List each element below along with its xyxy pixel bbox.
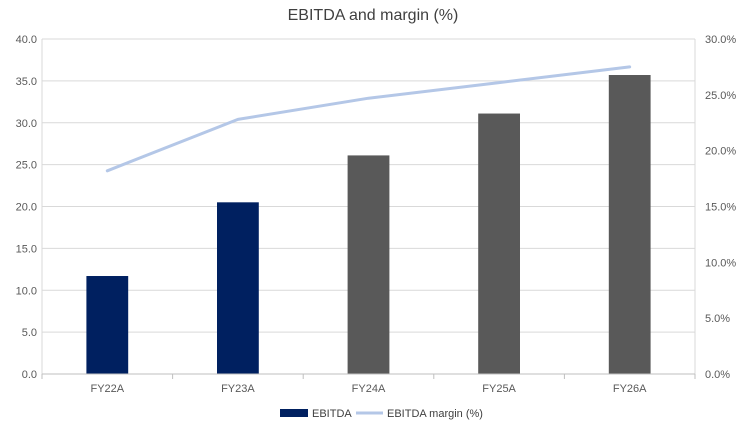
y-right-tick-label: 15.0% [705,202,736,214]
y-right-tick-label: 10.0% [705,257,736,269]
y-left-tick-label: 20.0 [16,202,37,214]
x-tick-label: FY23A [221,383,255,395]
x-tick-label: FY26A [613,383,647,395]
legend: EBITDA EBITDA margin (%) [280,408,483,420]
y-right-tick-label: 5.0% [705,313,730,325]
legend-label-margin: EBITDA margin (%) [387,408,483,420]
chart-title: EBITDA and margin (%) [288,7,459,24]
x-tick-label: FY24A [352,383,386,395]
bar-series [86,75,651,374]
legend-label-ebitda: EBITDA [312,408,352,420]
y-left-tick-label: 40.0 [16,34,37,46]
y-right-tick-label: 20.0% [705,146,736,158]
bar-fy23a [217,202,259,374]
y-left-tick-label: 10.0 [16,285,37,297]
margin-line [105,65,632,173]
bar-fy24a [347,155,390,374]
y-left-tick-label: 25.0 [16,160,37,172]
y-left-tick-label: 15.0 [16,243,37,255]
y-left-tick-label: 35.0 [16,76,37,88]
y-right-tick-label: 25.0% [705,90,736,102]
bar-fy22a [86,276,129,374]
y-right-tick-label: 30.0% [705,34,736,46]
y-left-tick-label: 30.0 [16,118,37,130]
x-tick-label: FY22A [90,383,124,395]
x-tick-label: FY25A [482,383,516,395]
y-left-tick-label: 5.0 [22,327,37,339]
legend-swatch-ebitda [280,409,308,417]
y-right-tick-label: 0.0% [705,369,730,381]
bar-fy25a [478,113,520,374]
y-left-tick-label: 0.0 [22,369,37,381]
line-series [105,65,632,173]
bar-fy26a [608,75,651,374]
axes: 0.0 5.0 10.0 15.0 20.0 25.0 30.0 35.0 40.0 0.0% 5.… [16,34,737,395]
